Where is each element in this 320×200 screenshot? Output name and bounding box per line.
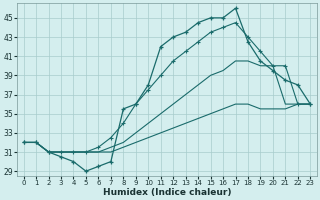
X-axis label: Humidex (Indice chaleur): Humidex (Indice chaleur) xyxy=(103,188,231,197)
